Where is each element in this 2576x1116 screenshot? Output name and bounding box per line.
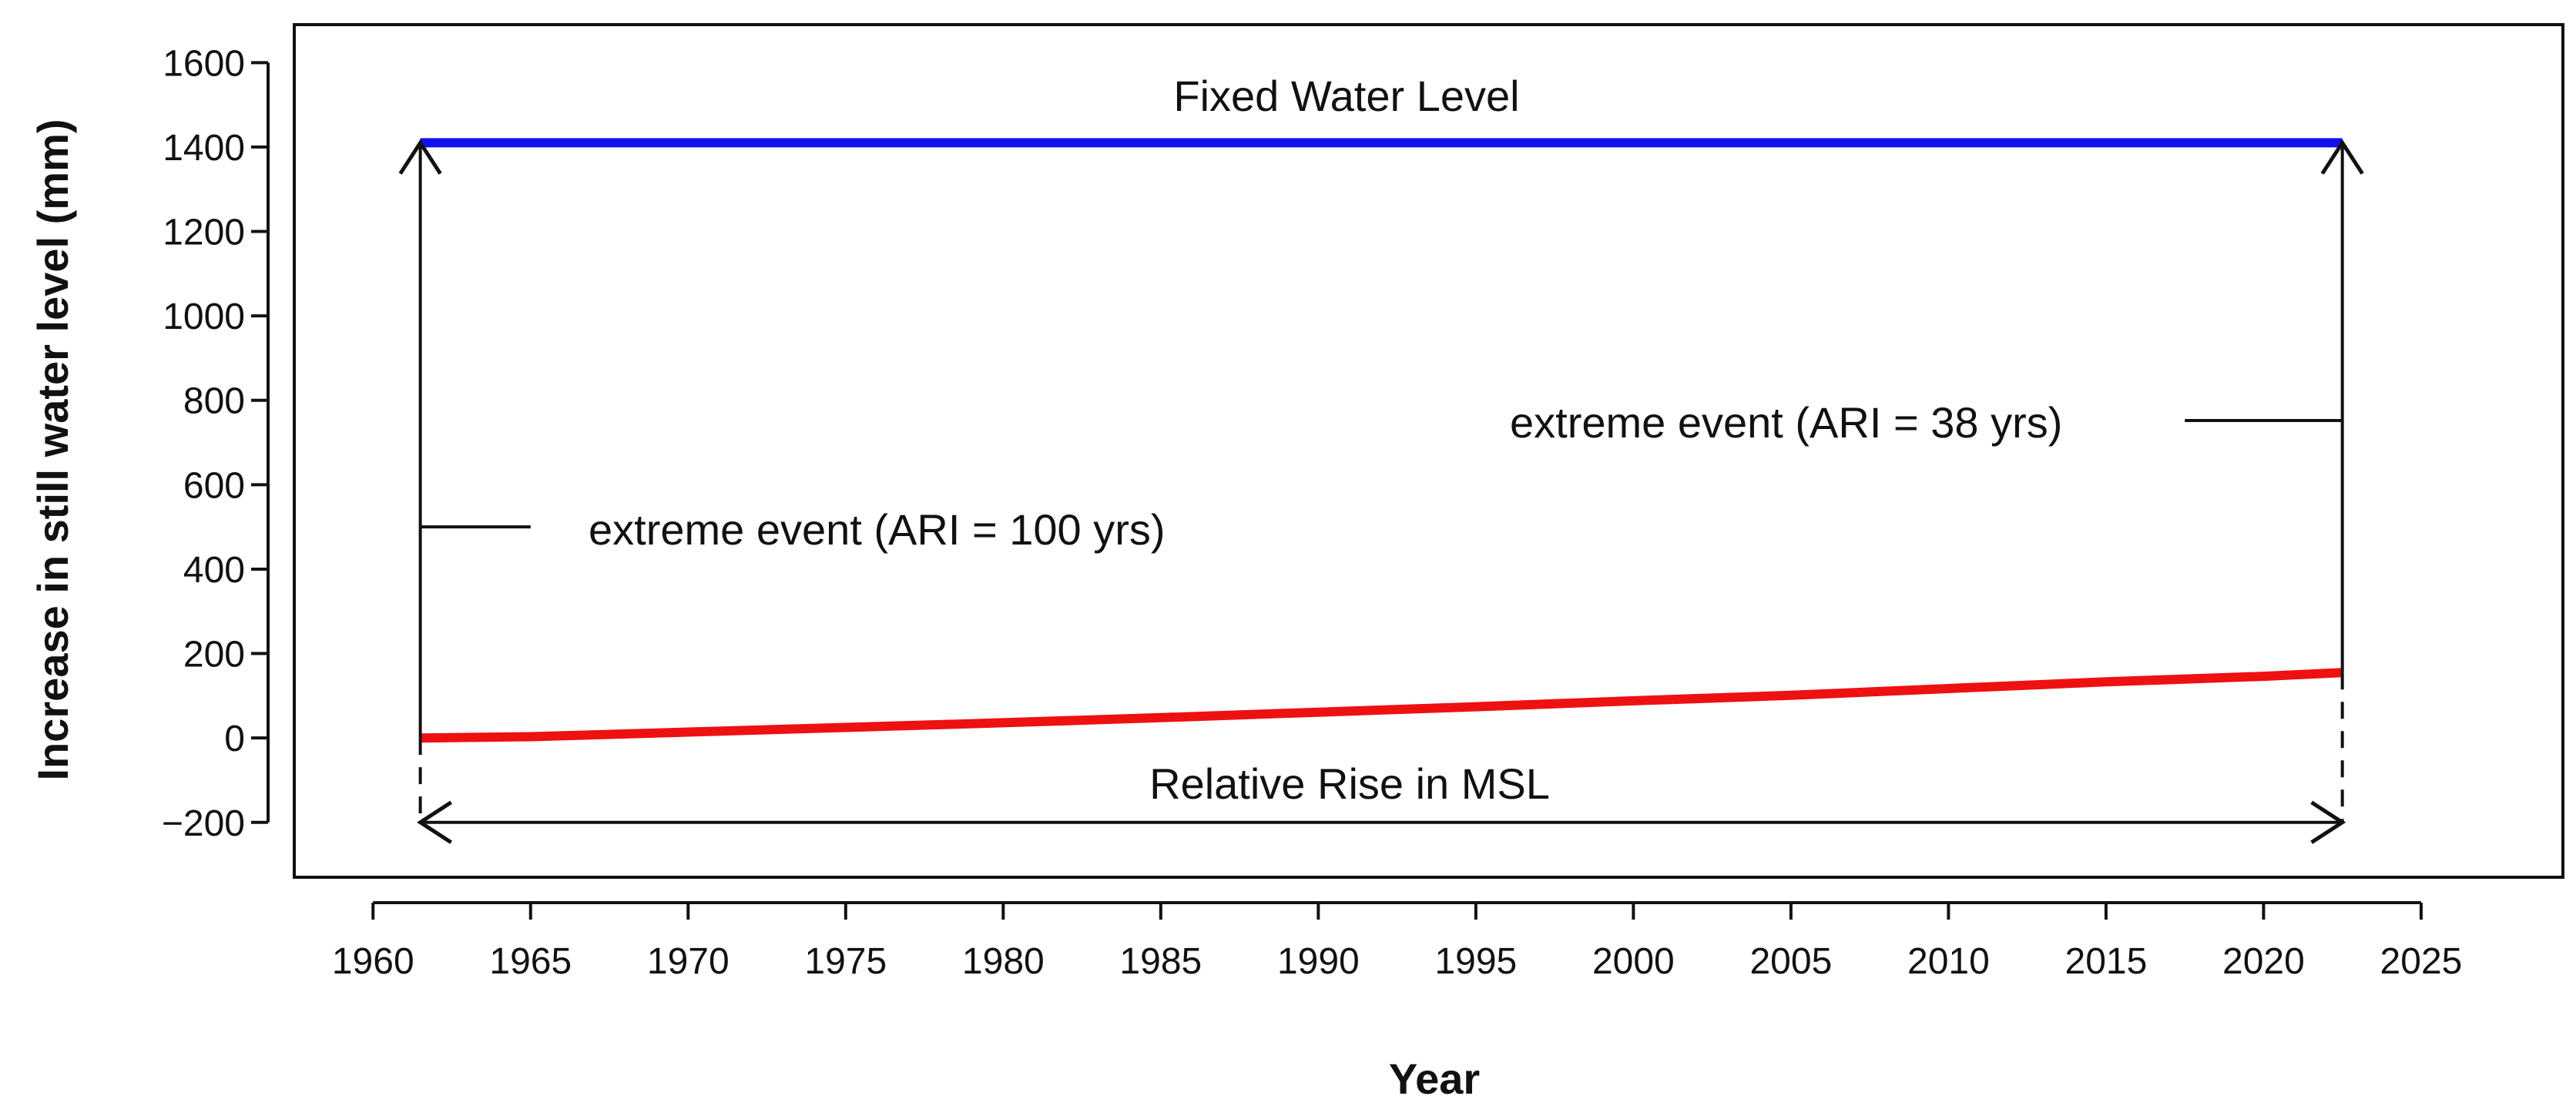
x-tick-label: 2020	[2222, 941, 2305, 982]
y-tick-label: 600	[183, 465, 245, 506]
x-tick-label: 2000	[1592, 941, 1675, 982]
y-tick-label: 1000	[163, 297, 245, 337]
y-tick-label: 1200	[163, 213, 245, 253]
x-tick-label: 1970	[647, 941, 730, 982]
y-tick-label: 1600	[163, 43, 245, 84]
x-tick-label: 2025	[2380, 941, 2463, 982]
ari-100-label: extreme event (ARI = 100 yrs)	[589, 505, 1166, 554]
x-tick-label: 2015	[2065, 941, 2148, 982]
x-axis: 1960 1965 1970 1975 1980 1985 1990 1995 2000 2005…	[332, 901, 2463, 982]
relative-rise-label: Relative Rise in MSL	[1149, 759, 1550, 808]
x-tick-label: 1990	[1277, 941, 1360, 982]
y-tick-label: 400	[183, 550, 245, 591]
x-tick-label: 2005	[1749, 941, 1832, 982]
y-tick-label: 1400	[163, 128, 245, 169]
series-layer	[420, 138, 2343, 743]
y-tick-label: −200	[162, 803, 245, 844]
ari-38-label: extreme event (ARI = 38 yrs)	[1510, 398, 2062, 447]
x-tick-label: 1960	[332, 941, 414, 982]
x-tick-label: 1965	[489, 941, 572, 982]
y-tick-label: 800	[183, 381, 245, 422]
relative-rise-in-msl-line	[420, 668, 2343, 743]
plot-area	[293, 23, 2564, 879]
x-axis-title: Year	[1389, 1054, 1480, 1103]
y-tick-label: 200	[183, 635, 245, 675]
y-axis: −200 0 200 400 600 800 1000 1200 1400 1600	[162, 43, 270, 844]
x-tick-label: 1975	[804, 941, 887, 982]
x-tick-label: 1980	[962, 941, 1045, 982]
y-axis-title: Increase in still water level (mm)	[29, 119, 77, 780]
fixed-water-level-label: Fixed Water Level	[1173, 72, 1519, 120]
arrow-layer	[398, 139, 2364, 844]
y-tick-label: 0	[224, 719, 245, 759]
x-tick-label: 1985	[1119, 941, 1202, 982]
x-tick-label: 2010	[1907, 941, 1990, 982]
x-tick-label: 1995	[1434, 941, 1517, 982]
